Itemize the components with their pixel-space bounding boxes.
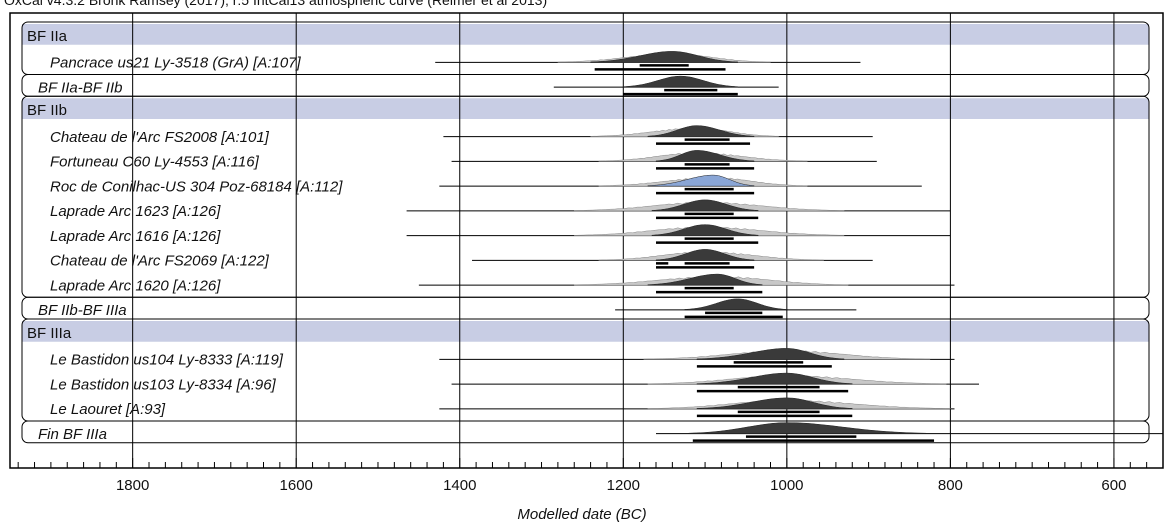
row-13 bbox=[656, 422, 1163, 442]
boundary-box bbox=[21, 420, 1150, 444]
posterior-distribution bbox=[647, 273, 763, 286]
tick-label: 1800 bbox=[116, 477, 149, 494]
row-label: Fin BF IIIa bbox=[38, 426, 107, 443]
row-3 bbox=[451, 150, 877, 170]
posterior-distribution bbox=[651, 224, 759, 236]
tick-label: 1400 bbox=[443, 477, 476, 494]
row-0 bbox=[435, 51, 861, 71]
posterior-distribution bbox=[696, 397, 853, 410]
boundary-box bbox=[21, 296, 1150, 320]
chart-caption: OxCal v4.3.2 Bronk Ramsey (2017); r:5 In… bbox=[4, 0, 547, 8]
tick-label: 1000 bbox=[770, 477, 803, 494]
grid-layer bbox=[132, 13, 1115, 468]
row-label: Chateau de l'Arc FS2008 [A:101] bbox=[50, 129, 270, 146]
tick-label: 800 bbox=[938, 477, 963, 494]
tick-label: 600 bbox=[1101, 477, 1126, 494]
group-header-label: BF IIb bbox=[27, 102, 67, 119]
posterior-distribution bbox=[688, 422, 927, 434]
row-11 bbox=[451, 372, 980, 393]
row-label: BF IIb-BF IIIa bbox=[38, 302, 127, 319]
row-1 bbox=[553, 75, 779, 96]
posterior-distribution bbox=[647, 174, 755, 187]
row-label: BF IIa-BF IIb bbox=[38, 79, 122, 96]
row-label: Laprade Arc 1616 [A:126] bbox=[50, 228, 221, 245]
row-6 bbox=[406, 224, 951, 244]
row-label: Pancrace us21 Ly-3518 (GrA) [A:107] bbox=[50, 55, 302, 72]
row-label: Fortuneau C60 Ly-4553 [A:116] bbox=[50, 154, 260, 171]
row-7 bbox=[472, 249, 873, 269]
tick-label: 1600 bbox=[280, 477, 313, 494]
axis-layer: 1800 1600 1400 1200 1000 800 600 bbox=[17, 458, 1164, 494]
group-header-band bbox=[22, 98, 1149, 119]
x-axis-label: Modelled date (BC) bbox=[517, 506, 646, 523]
posterior-distribution bbox=[647, 125, 755, 137]
boundary-box bbox=[21, 74, 1150, 97]
posterior-distribution bbox=[684, 298, 788, 311]
row-5 bbox=[406, 199, 951, 220]
row-9 bbox=[615, 298, 857, 319]
posterior-distribution bbox=[655, 150, 755, 162]
row-label: Laprade Arc 1623 [A:126] bbox=[50, 203, 221, 220]
group-header-label: BF IIa bbox=[27, 28, 68, 45]
row-12 bbox=[439, 397, 955, 418]
posterior-distribution bbox=[623, 75, 739, 88]
row-4 bbox=[439, 174, 922, 195]
background-layer bbox=[9, 12, 1164, 469]
group-header-band bbox=[22, 321, 1149, 342]
labels-layer: BF IIa BF IIb BF IIIa Pancrace us21 Ly-3518… bbox=[27, 28, 343, 443]
posterior-distribution bbox=[655, 249, 755, 261]
row-label: Chateau de l'Arc FS2069 [A:122] bbox=[50, 253, 270, 270]
tick-label: 1200 bbox=[607, 477, 640, 494]
row-label: Le Laouret [A:93] bbox=[50, 401, 166, 418]
posterior-distribution bbox=[590, 51, 739, 63]
posterior-distribution bbox=[696, 372, 853, 385]
plot-frame bbox=[9, 12, 1164, 469]
row-8 bbox=[418, 273, 955, 294]
posterior-distribution bbox=[651, 199, 759, 212]
group-header-band bbox=[22, 24, 1149, 45]
marks-layer bbox=[406, 51, 1163, 442]
group-header-label: BF IIIa bbox=[27, 325, 72, 342]
posterior-distribution bbox=[696, 348, 845, 360]
row-10 bbox=[439, 348, 955, 368]
row-label: Le Bastidon us103 Ly-8334 [A:96] bbox=[50, 376, 277, 393]
row-label: Roc de Conilhac-US 304 Poz-68184 [A:112] bbox=[50, 178, 343, 195]
row-label: Laprade Arc 1620 [A:126] bbox=[50, 277, 221, 294]
row-label: Le Bastidon us104 Ly-8333 [A:119] bbox=[50, 352, 284, 369]
row-2 bbox=[443, 125, 873, 145]
